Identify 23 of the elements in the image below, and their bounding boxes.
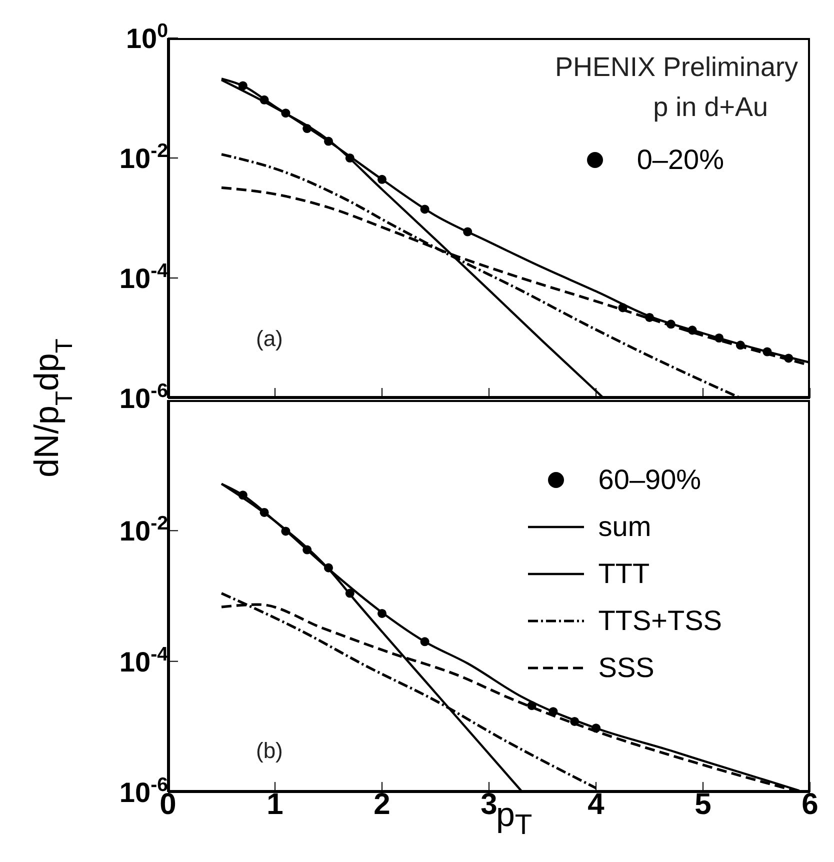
y-tick-label: 10$^{-4}$ — [119, 643, 168, 678]
x-tick-label: 3 — [480, 788, 498, 821]
y-tick-label: 10$^{0}$ — [126, 20, 168, 54]
annotation: (a) — [256, 326, 283, 352]
y-tick-label: 10$^{-6}$ — [119, 380, 168, 414]
annotation: (b) — [256, 738, 283, 764]
y-tick-label: 10$^{-2}$ — [119, 140, 168, 174]
x-tick-label: 6 — [802, 788, 818, 821]
legend-label: TTS+TSS — [598, 604, 722, 636]
annotation: p in d+Au — [653, 92, 768, 123]
x-tick-label: 1 — [266, 788, 284, 821]
y-tick-label: 10$^{-4}$ — [119, 260, 168, 294]
legend-label: SSS — [598, 652, 654, 684]
x-axis-title: p$_{T}$ — [496, 796, 532, 842]
legend-label: 60–90% — [598, 464, 702, 496]
y-tick-label: 10$^{-2}$ — [119, 512, 168, 547]
annotation: PHENIX Preliminary — [554, 52, 798, 83]
x-tick-label: 4 — [588, 788, 605, 821]
legend-label: TTT — [598, 558, 650, 590]
x-tick-label: 5 — [694, 788, 712, 821]
x-tick-label: 2 — [374, 788, 390, 821]
legend-label: 0–20% — [636, 144, 724, 176]
legend-label: sum — [598, 510, 652, 542]
